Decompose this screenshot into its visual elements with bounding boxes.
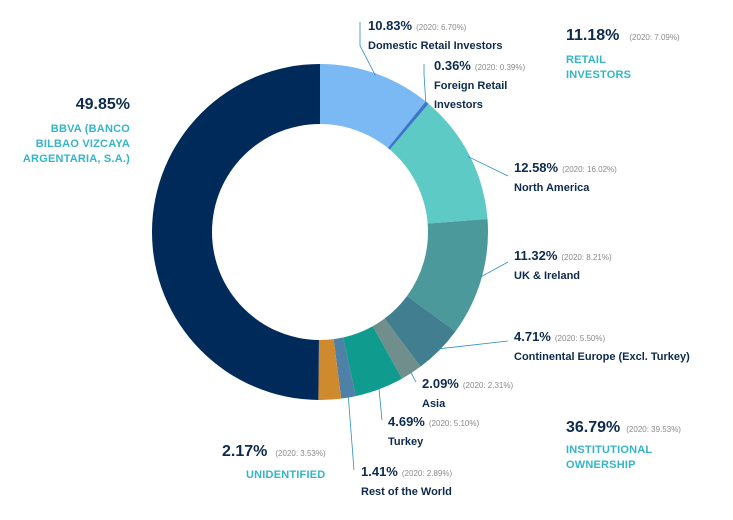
leader-line — [347, 395, 355, 471]
leader-line — [378, 387, 383, 421]
slice-north-america — [389, 103, 488, 224]
label-bbva: 49.85% BBVA (BANCO BILBAO VIZCAYA ARGENT… — [22, 96, 130, 165]
label-turkey: 4.69% (2020: 5.10%) Turkey — [388, 414, 480, 449]
slice-continental-europe-excl-turkey — [384, 295, 456, 367]
leader-lines — [347, 22, 509, 471]
label-asia: 2.09% (2020: 2.31%) Asia — [422, 376, 514, 411]
label-retail-investors: 11.18% (2020: 7.09%) RETAIL INVESTORS — [566, 27, 680, 82]
slice-uk-ireland — [407, 219, 488, 332]
label-domestic-retail: 10.83% (2020: 6.70%) Domestic Retail Inve… — [368, 18, 503, 53]
label-rest-of-world: 1.41% (2020: 2.89%) Rest of the World — [361, 464, 453, 499]
label-uk-ireland: 11.32% (2020: 8.21%) UK & Ireland — [514, 248, 612, 283]
label-continental-europe: 4.71% (2020: 5.50%) Continental Europe (E… — [514, 329, 690, 364]
slice-asia — [372, 318, 421, 379]
label-north-america: 12.58% (2020: 16.02%) North America — [514, 160, 617, 195]
slice-unidentified — [318, 339, 342, 400]
leader-line — [359, 22, 376, 76]
slice-rest-of-the-world — [333, 337, 356, 399]
leader-line — [467, 156, 509, 177]
slice-foreign-retail-investors — [387, 101, 429, 150]
slice-turkey — [343, 326, 402, 397]
leader-line — [423, 64, 427, 105]
slice-domestic-retail-investors — [320, 64, 426, 149]
slice-bbva-banco-bilbao-vizcaya-argentaria-s-a — [152, 64, 320, 400]
leader-line — [437, 340, 509, 350]
leader-line — [409, 371, 417, 383]
label-unidentified: 2.17% (2020: 3.53%) UNIDENTIFIED — [222, 443, 326, 482]
donut-slices — [152, 64, 488, 400]
label-institutional-ownership: 36.79% (2020: 39.53%) INSTITUTIONAL OWNER… — [566, 419, 681, 472]
label-foreign-retail: 0.36% (2020: 0.39%) Foreign Retail Invest… — [434, 58, 526, 112]
leader-line — [479, 261, 509, 278]
